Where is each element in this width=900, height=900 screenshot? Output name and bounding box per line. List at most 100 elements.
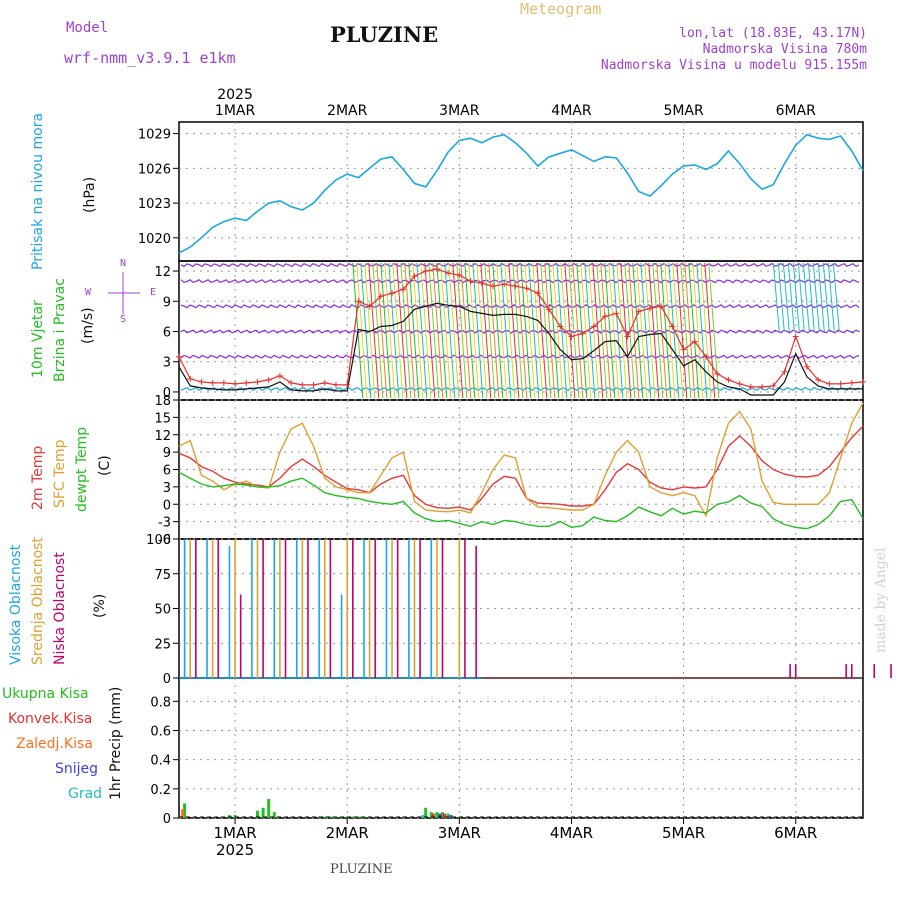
xtick-label-bottom: 2MAR	[326, 824, 369, 842]
precip-conv-bar	[443, 813, 447, 818]
pressure-axis-label: Pritisak na nivou mora	[30, 112, 46, 270]
wind-barb	[380, 262, 392, 399]
precip-total-bar	[435, 812, 439, 818]
panel-frame-pressure	[178, 121, 864, 262]
year-label-bottom: 2025	[216, 841, 254, 859]
wind-gust-point	[534, 290, 541, 297]
legend-hail: Grad	[68, 786, 103, 802]
precip-total-bar	[429, 812, 433, 818]
wind-gust-point	[590, 323, 597, 330]
wind-barb	[396, 262, 408, 399]
wind-barb	[432, 262, 444, 399]
precip-total-bar	[267, 799, 271, 818]
wind-barb	[536, 262, 548, 399]
wind-barb	[812, 262, 820, 332]
xtick-label-top: 2MAR	[327, 103, 368, 119]
wind-gust-point	[747, 383, 754, 390]
wind-gust-point	[366, 303, 373, 310]
wind-gust-point	[355, 298, 362, 305]
wind-gust-point	[792, 333, 799, 340]
year-label-top: 2025	[217, 87, 253, 103]
xtick-label-top: 4MAR	[551, 103, 592, 119]
wind-barb	[444, 262, 456, 399]
wind-barb	[552, 262, 564, 399]
wind-barb	[777, 262, 785, 332]
wind-barb	[572, 262, 584, 399]
wind-gust-point	[546, 306, 553, 313]
wind-barb	[704, 262, 716, 399]
wind-gust-point	[501, 281, 508, 288]
ytick-label-pressure: 1023	[138, 197, 171, 212]
wind-barb	[832, 262, 840, 332]
wind-barb	[644, 262, 656, 399]
wind-barb	[620, 262, 632, 399]
wind-barb	[584, 262, 596, 399]
wind-barb	[632, 262, 644, 399]
station-lonlat: lon,lat (18.83E, 43.17N)	[679, 26, 867, 41]
wind-speed-line	[178, 302, 863, 396]
wind-barb	[428, 262, 440, 399]
legend-snow: Snijeg	[55, 761, 99, 777]
wind-gust-point	[478, 280, 485, 287]
wind-barb	[468, 262, 480, 399]
ytick-label-precipitation: 0.8	[150, 695, 171, 710]
station-title: PLUZINE	[330, 22, 439, 47]
xtick-label-top: 3MAR	[439, 103, 480, 119]
wind-level-line	[180, 262, 860, 268]
wind-barb	[656, 262, 668, 399]
ytick-label-clouds: 100	[146, 533, 171, 548]
wind-barb	[408, 262, 420, 399]
wind-barb	[640, 262, 652, 399]
ytick-label-temperature: -6	[158, 533, 171, 548]
precip-total-bar	[261, 807, 265, 818]
wind-barb	[628, 262, 640, 399]
wind-gust-point	[568, 333, 575, 340]
legend-freezing-rain: Zaledj.Kisa	[16, 736, 93, 752]
wind-gust-point	[691, 338, 698, 345]
wind-gust-point	[635, 308, 642, 315]
wind-barb	[817, 262, 825, 332]
wind-barb	[500, 262, 512, 399]
wind-barb	[592, 262, 604, 399]
wind-barb	[460, 262, 472, 399]
product-label: Meteogram	[520, 0, 602, 18]
wind-level-line	[180, 329, 860, 334]
precip-total-bar	[424, 807, 428, 818]
ytick-label-wind: 12	[154, 265, 171, 280]
precip-axis-label: 1hr Precip (mm)	[108, 686, 124, 800]
wind-gust-point	[422, 268, 429, 275]
wind-gust-point	[759, 383, 766, 390]
wind-gust-point	[243, 379, 250, 386]
precip-total-bar	[446, 813, 450, 818]
ytick-label-clouds: 50	[154, 603, 171, 618]
legend-total-rain: Ukupna Kisa	[2, 686, 89, 702]
wind-barb	[797, 262, 805, 332]
wind-barb	[580, 262, 592, 399]
precip-snow-bar	[438, 813, 442, 818]
wind-gust-point	[467, 278, 474, 285]
wind-axis-label-2: Brzina i Pravac	[52, 278, 68, 382]
wind-gust-point	[411, 273, 418, 280]
wind-gust-point	[209, 379, 216, 386]
panel-frame-precipitation	[178, 677, 864, 819]
ytick-label-temperature: 15	[154, 411, 171, 426]
precip-hail-bar	[421, 815, 425, 818]
model-label: Model	[66, 20, 109, 36]
wind-gust-point	[265, 376, 272, 383]
wind-barb	[520, 262, 532, 399]
wind-gust-point	[187, 375, 194, 382]
wind-barb	[424, 262, 436, 399]
wind-gust-point	[680, 346, 687, 353]
ytick-label-precipitation: 0.6	[150, 725, 171, 740]
wind-gust-point	[220, 379, 227, 386]
precip-total-bar	[351, 816, 355, 818]
wind-barb	[600, 262, 612, 399]
wind-barb	[472, 262, 484, 399]
precip-conv-bar	[431, 813, 435, 818]
xtick-label-top: 6MAR	[776, 103, 817, 119]
xtick-label-top: 1MAR	[215, 103, 256, 119]
wind-gust-point	[736, 380, 743, 387]
wind-gust-point	[860, 378, 866, 385]
wind-barb	[782, 262, 790, 332]
wind-gust-point	[624, 333, 631, 340]
